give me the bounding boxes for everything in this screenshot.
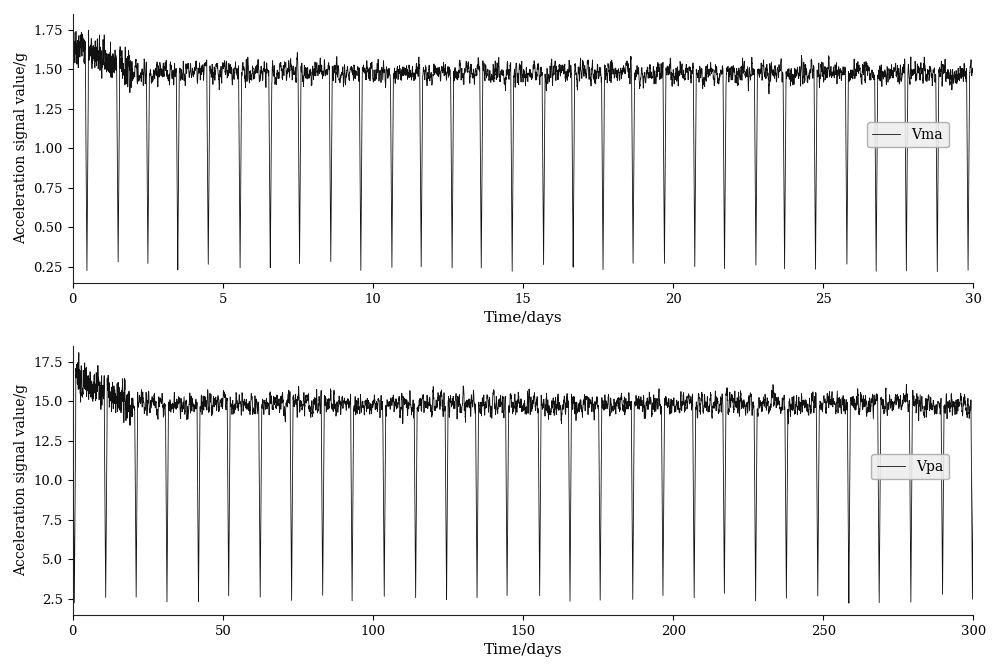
Vma bbox=[285, 65, 297, 73]
Vpa bbox=[73, 348, 85, 356]
Vma bbox=[276, 67, 288, 75]
Vpa bbox=[843, 599, 855, 607]
Vpa bbox=[967, 459, 979, 467]
Vma bbox=[406, 64, 418, 72]
Vma bbox=[967, 75, 979, 83]
Vpa bbox=[276, 396, 288, 404]
Vma bbox=[931, 268, 943, 276]
Line: Vpa: Vpa bbox=[73, 352, 973, 603]
Vpa bbox=[470, 517, 482, 525]
Y-axis label: Acceleration signal value/g: Acceleration signal value/g bbox=[14, 384, 28, 576]
Vma bbox=[281, 74, 293, 83]
Legend: Vpa: Vpa bbox=[871, 454, 949, 480]
Vma bbox=[961, 64, 973, 72]
X-axis label: Time/days: Time/days bbox=[484, 311, 562, 325]
Vpa bbox=[285, 577, 297, 585]
Vma bbox=[67, 44, 79, 52]
Vpa bbox=[961, 409, 973, 417]
Vpa bbox=[406, 406, 418, 414]
Y-axis label: Acceleration signal value/g: Acceleration signal value/g bbox=[14, 52, 28, 244]
Line: Vma: Vma bbox=[73, 30, 973, 272]
Legend: Vma: Vma bbox=[867, 122, 949, 148]
Vpa bbox=[67, 370, 79, 378]
Vpa bbox=[281, 402, 293, 410]
X-axis label: Time/days: Time/days bbox=[484, 643, 562, 657]
Vma bbox=[83, 26, 95, 34]
Vma bbox=[470, 72, 482, 80]
